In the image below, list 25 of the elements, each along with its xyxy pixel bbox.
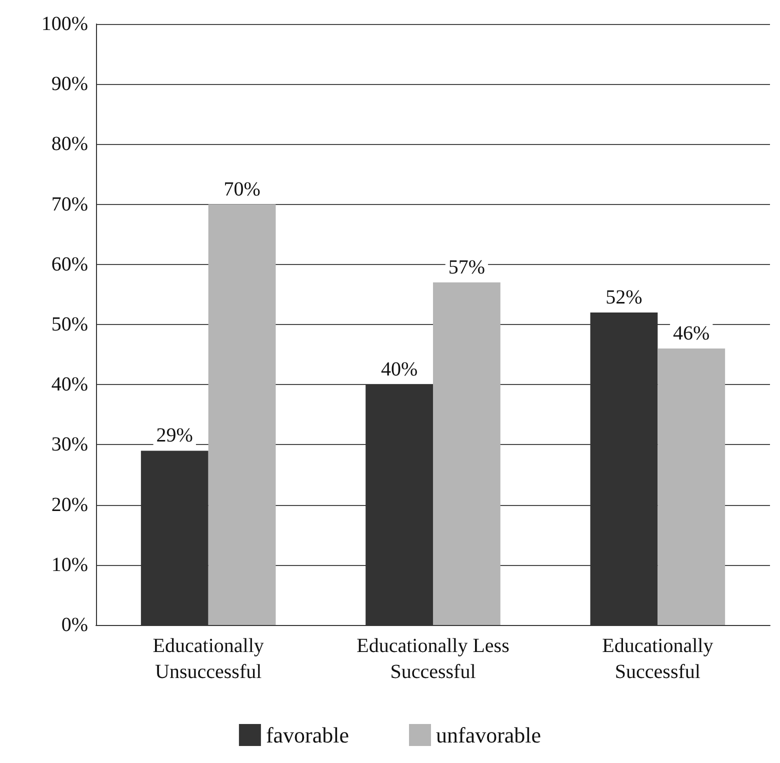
y-tick-label: 60%	[51, 253, 88, 276]
x-tick-label: Educationally Less Successful	[356, 635, 510, 683]
y-tick-label: 10%	[51, 554, 88, 576]
bar	[433, 282, 500, 625]
y-tick-label: 20%	[51, 494, 88, 516]
y-tick-label: 90%	[51, 73, 88, 96]
y-tick-label: 100%	[41, 13, 88, 35]
legend-label: unfavorable	[436, 722, 542, 748]
y-tick-label: 30%	[51, 434, 88, 456]
text: 46%	[673, 322, 710, 345]
text: 57%	[448, 256, 486, 278]
legend-label: favorable	[266, 722, 350, 748]
text: 70%	[224, 178, 260, 200]
y-tick-label: 40%	[51, 374, 88, 396]
x-tick-label: Educationally Unsuccessful	[152, 635, 264, 683]
text: 29%	[156, 424, 193, 447]
y-tick-label: 80%	[51, 133, 88, 156]
text: 40%	[380, 358, 418, 381]
x-tick-label: Educationally Successful	[602, 635, 714, 683]
bar	[208, 204, 276, 625]
bar	[658, 348, 726, 625]
text: 52%	[606, 286, 642, 308]
y-tick-label: 70%	[51, 193, 88, 216]
y-tick-label: 50%	[51, 314, 88, 336]
y-tick-label: 0%	[61, 614, 88, 636]
